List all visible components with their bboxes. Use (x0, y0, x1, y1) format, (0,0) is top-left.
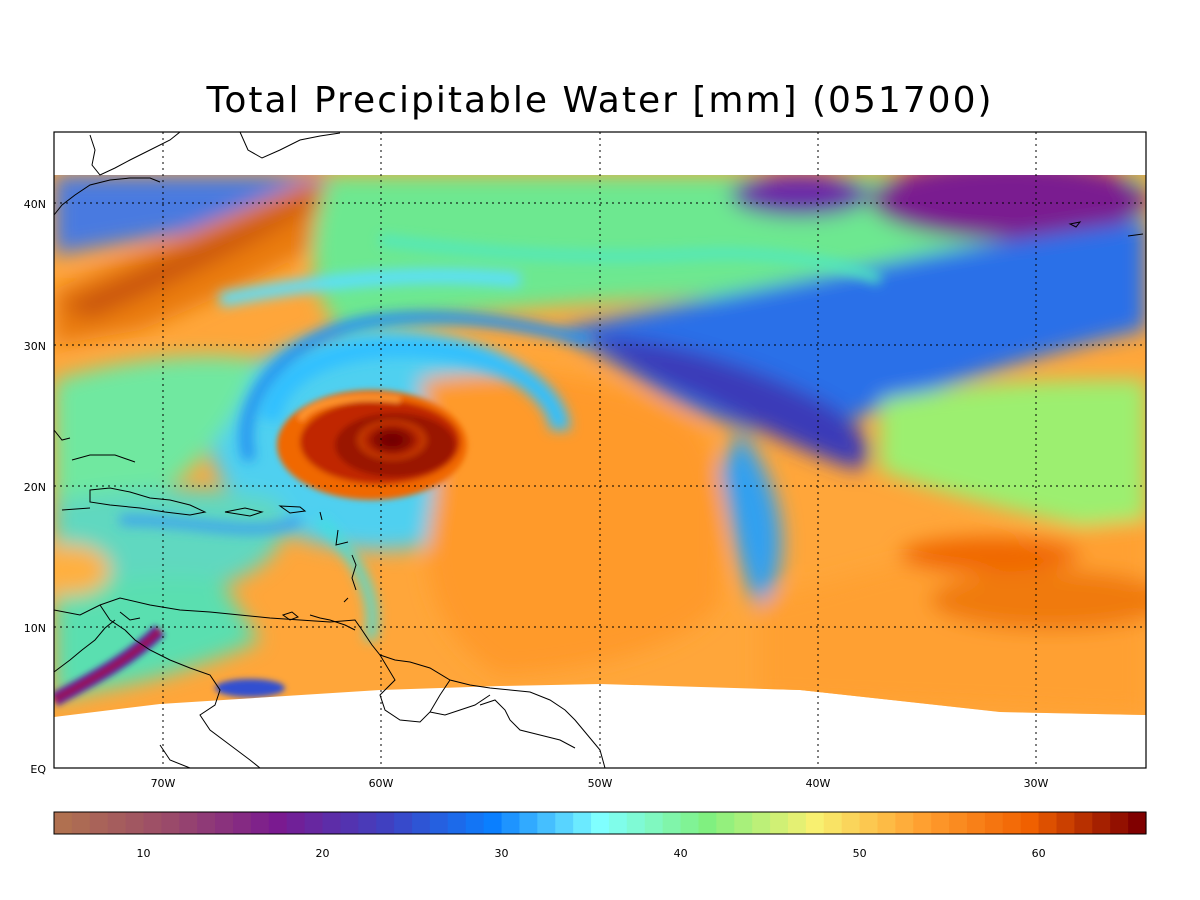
longitude-labels: 70W 60W 50W 40W 30W (151, 777, 1049, 790)
colorbar-segment (877, 812, 896, 834)
lat-label-40n: 40N (24, 198, 46, 211)
colorbar-segment (483, 812, 503, 834)
colorbar-segment (125, 812, 145, 834)
lat-label-10n: 10N (24, 622, 46, 635)
lat-label-20n: 20N (24, 481, 46, 494)
colorbar-segment (537, 812, 556, 834)
colorbar-tick-label: 20 (316, 847, 330, 860)
colorbar-tick-label: 30 (495, 847, 509, 860)
colorbar-segment (1110, 812, 1129, 834)
colorbar-segment (805, 812, 825, 834)
colorbar-segment (1128, 812, 1147, 834)
colorbar-segment (107, 812, 127, 834)
colorbar-segment (895, 812, 914, 834)
colorbar-segment (770, 812, 789, 834)
colorbar-segment (304, 812, 324, 834)
colorbar-segment (608, 812, 628, 834)
colorbar-segment (1092, 812, 1111, 834)
colorbar-segment (591, 812, 610, 834)
colorbar-segment (1038, 812, 1058, 834)
colorbar-segment (626, 812, 646, 834)
colorbar-segment (913, 812, 932, 834)
colorbar-segment (698, 812, 717, 834)
colorbar-tick-label: 10 (137, 847, 151, 860)
colorbar-segment (54, 812, 73, 834)
colorbar-segment (268, 812, 288, 834)
colorbar-segment (250, 812, 270, 834)
colorbar-segment (680, 812, 700, 834)
colorbar-segment (412, 812, 431, 834)
colorbar-segment (662, 812, 682, 834)
colorbar-segment (179, 812, 198, 834)
colorbar-segment (89, 812, 109, 834)
coastlines (54, 132, 1144, 768)
graticule (54, 132, 1146, 768)
colorbar-segment (931, 812, 950, 834)
lon-label-60w: 60W (369, 777, 394, 790)
colorbar-frame (53, 811, 1147, 835)
colorbar-segment (358, 812, 377, 834)
colorbar-segment (949, 812, 968, 834)
colorbar-segment (859, 812, 879, 834)
colorbar-segment (1002, 812, 1022, 834)
colorbar-segment (966, 812, 986, 834)
colorbar-tick-label: 40 (674, 847, 688, 860)
colorbar-segment (233, 812, 252, 834)
colorbar-segment (716, 812, 735, 834)
colorbar-segment (286, 812, 306, 834)
colorbar-segment (573, 812, 592, 834)
colorbar-segment (519, 812, 538, 834)
colorbar-segment (447, 812, 467, 834)
data-field (54, 175, 1146, 717)
colorbar-segment (1056, 812, 1075, 834)
colorbar-segment (71, 812, 91, 834)
colorbar-segment (143, 812, 163, 834)
colorbar-segment (215, 812, 234, 834)
lon-label-70w: 70W (151, 777, 176, 790)
colorbar-segment (1020, 812, 1040, 834)
colorbar-segment (197, 812, 216, 834)
colorbar-segment (555, 812, 574, 834)
colorbar-segment (644, 812, 664, 834)
colorbar-segment (752, 812, 771, 834)
colorbar (53, 811, 1147, 835)
colorbar-segment (501, 812, 521, 834)
colorbar-segment (841, 812, 861, 834)
latitude-labels: 40N 30N 20N 10N EQ (24, 198, 47, 776)
map-title: Total Precipitable Water [mm] (051700) (206, 80, 994, 121)
colorbar-labels: 10 20 30 40 50 60 (137, 847, 1046, 860)
lat-label-30n: 30N (24, 340, 46, 353)
colorbar-tick-label: 50 (853, 847, 867, 860)
colorbar-segment (429, 812, 449, 834)
colorbar-segment (376, 812, 395, 834)
colorbar-segment (1074, 812, 1093, 834)
colorbar-segment (984, 812, 1004, 834)
lon-label-50w: 50W (588, 777, 613, 790)
colorbar-segment (465, 812, 485, 834)
colorbar-tick-label: 60 (1032, 847, 1046, 860)
map-frame (53, 131, 1147, 769)
colorbar-segment (161, 812, 180, 834)
lon-label-40w: 40W (806, 777, 831, 790)
lat-label-eq: EQ (30, 763, 46, 776)
lon-label-30w: 30W (1024, 777, 1049, 790)
colorbar-segment (340, 812, 359, 834)
colorbar-segment (734, 812, 753, 834)
colorbar-segment (394, 812, 413, 834)
colorbar-segment (823, 812, 843, 834)
colorbar-segment (322, 812, 342, 834)
colorbar-segment (787, 812, 807, 834)
